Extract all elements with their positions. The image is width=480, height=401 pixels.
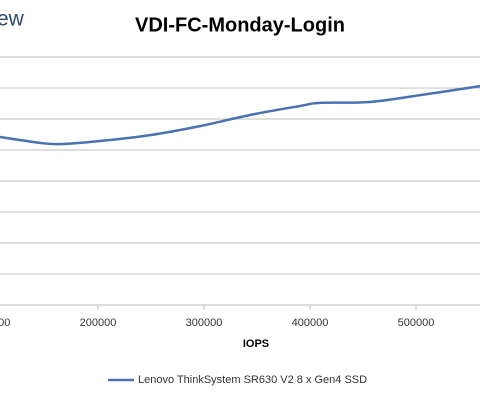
x-axis-label: IOPS — [243, 338, 269, 350]
x-tick-label: 500000 — [398, 317, 435, 329]
chart-title: VDI-FC-Monday-Login — [135, 14, 345, 36]
series-line — [0, 84, 480, 146]
x-tick-label: 200000 — [80, 317, 117, 329]
x-tick-label: 300000 — [186, 317, 223, 329]
legend-label: Lenovo ThinkSystem SR630 V2 8 x Gen4 SSD — [138, 374, 367, 386]
x-tick-label: 100000 — [0, 317, 10, 329]
logo: ew — [0, 8, 25, 31]
x-tick-label: 400000 — [292, 317, 329, 329]
